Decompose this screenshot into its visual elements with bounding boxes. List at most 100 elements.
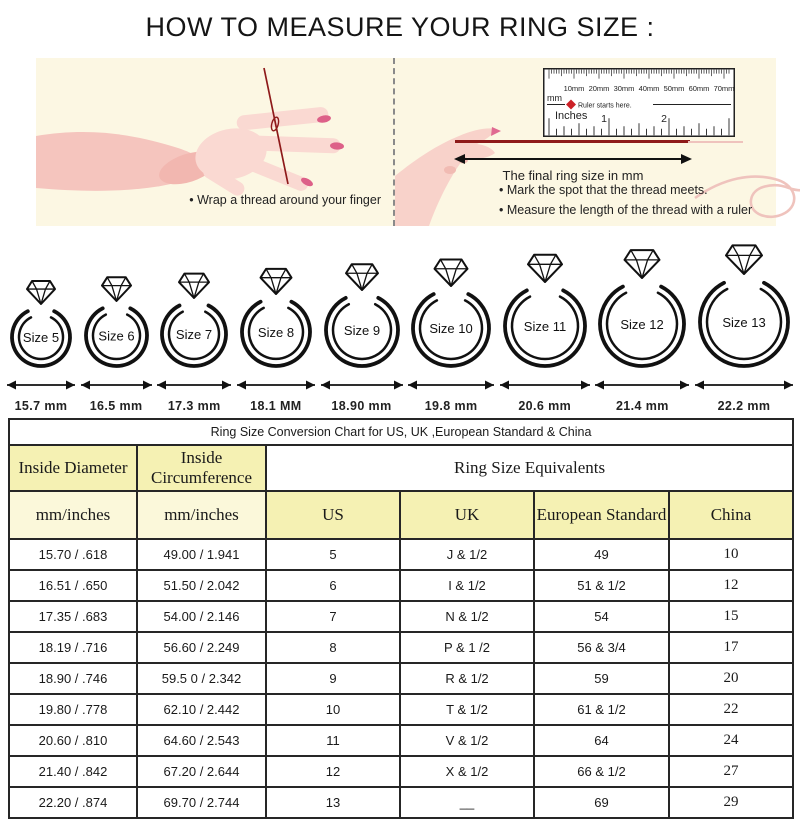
diamond-icon <box>526 253 563 283</box>
diamond-icon <box>178 272 211 299</box>
ring-size-9: Size 9 18.90 mm <box>319 244 405 413</box>
inch-number: 1 <box>601 113 607 125</box>
header-inside-diameter: Inside Diameter <box>8 444 138 492</box>
table-cell: 67.20 / 2.644 <box>136 755 267 788</box>
mm-tick-label: 30mm <box>614 84 635 93</box>
ring-size-13: Size 13 22.2 mm <box>693 244 795 413</box>
table-cell: 18.90 / .746 <box>8 662 138 695</box>
conversion-table: Ring Size Conversion Chart for US, UK ,E… <box>7 418 795 819</box>
table-cell: 11 <box>265 724 401 757</box>
table-cell: 21.40 / .842 <box>8 755 138 788</box>
ring-size-label: Size 9 <box>343 323 379 338</box>
header-ring-size-equivalents: Ring Size Equivalents <box>264 444 795 492</box>
table-cell: 69.70 / 2.744 <box>136 786 267 819</box>
measure-instructions: Mark the spot that the thread meets. Mea… <box>499 181 752 220</box>
ring-size-8: Size 8 18.1 MM <box>235 244 317 413</box>
diamond-icon <box>725 244 763 275</box>
table-cell: 69 <box>533 786 670 819</box>
table-cell: 20 <box>667 662 795 695</box>
header-uk: UK <box>399 490 535 540</box>
ring-size-5: Size 5 15.7 mm <box>5 244 77 413</box>
final-size-label: The final ring size in mm <box>502 168 644 183</box>
hand-with-thread-illustration <box>36 67 344 196</box>
mm-unit-label: mm <box>547 93 562 103</box>
ring-size-label: Size 8 <box>258 325 294 340</box>
ring-illustration: Size 11 <box>499 253 590 390</box>
mm-tick-label: 10mm <box>564 84 585 93</box>
table-cell: 51.50 / 2.042 <box>136 569 267 602</box>
table-cell: 10 <box>667 538 795 571</box>
table-cell: 24 <box>667 724 795 757</box>
ring-size-11: Size 11 20.6 mm <box>498 244 592 413</box>
table-cell: 15.70 / .618 <box>8 538 138 571</box>
table-cell: 17.35 / .683 <box>8 600 138 633</box>
table-row: 16.51 / .650 51.50 / 2.042 6 I & 1/2 51 & 1/… <box>8 569 795 602</box>
ring-illustration: Size 10 <box>408 258 495 390</box>
inches-label: Inches <box>555 110 588 122</box>
ring-diameter-label: 18.90 mm <box>331 399 392 413</box>
table-cell: 64 <box>533 724 670 757</box>
table-row: 22.20 / .874 69.70 / 2.744 13 __ 69 29 <box>8 786 795 819</box>
inch-number: 2 <box>661 113 667 125</box>
diamond-icon <box>433 258 469 287</box>
table-row: 18.90 / .746 59.5 0 / 2.342 9 R & 1/2 59 20 <box>8 662 795 695</box>
ring-illustration: Size 6 <box>80 276 152 390</box>
header-units-circumference: mm/inches <box>136 490 267 540</box>
header-units-diameter: mm/inches <box>8 490 138 540</box>
ruler-illustration: 10mm 20mm 30mm 40mm 50mm 60mm 70mm mm Ru… <box>543 68 735 137</box>
table-cell: 7 <box>265 600 401 633</box>
header-us: US <box>265 490 401 540</box>
ring-size-label: Size 5 <box>23 330 59 345</box>
table-cell: T & 1/2 <box>399 693 535 726</box>
ring-diameter-label: 15.7 mm <box>14 399 68 413</box>
ring-size-label: Size 7 <box>176 327 212 342</box>
ring-diameter-label: 19.8 mm <box>424 399 478 413</box>
measure-length-instruction: Measure the length of the thread with a … <box>499 201 752 220</box>
table-cell: X & 1/2 <box>399 755 535 788</box>
diamond-icon <box>259 267 293 295</box>
table-cell: 54 <box>533 600 670 633</box>
mm-tick-label: 70mm <box>714 84 735 93</box>
table-cell: 49.00 / 1.941 <box>136 538 267 571</box>
fingernail <box>491 127 501 136</box>
ring-size-7: Size 7 17.3 mm <box>155 244 233 413</box>
table-cell: 18.19 / .716 <box>8 631 138 664</box>
ring-size-label: Size 6 <box>98 329 134 344</box>
table-cell: 59 <box>533 662 670 695</box>
table-cell: I & 1/2 <box>399 569 535 602</box>
table-cell: 49 <box>533 538 670 571</box>
ring-diameter-label: 20.6 mm <box>518 399 572 413</box>
mm-tick-label: 50mm <box>664 84 685 93</box>
mm-tick-label: 40mm <box>639 84 660 93</box>
table-cell: 29 <box>667 786 795 819</box>
table-cell: 12 <box>265 755 401 788</box>
panel-measure-ruler: 10mm 20mm 30mm 40mm 50mm 60mm 70mm mm Ru… <box>395 58 800 226</box>
mm-tick-label: 60mm <box>689 84 710 93</box>
conversion-table-body: 15.70 / .618 49.00 / 1.941 5 J & 1/2 49 10 16.… <box>8 538 795 819</box>
table-cell: 13 <box>265 786 401 819</box>
thread-tail-icon <box>688 141 743 143</box>
wrap-thread-instruction: Wrap a thread around your finger <box>189 191 381 210</box>
table-cell: 19.80 / .778 <box>8 693 138 726</box>
pointing-hand-illustration <box>395 127 501 226</box>
table-cell: 5 <box>265 538 401 571</box>
ring-diameter-label: 17.3 mm <box>167 399 221 413</box>
ring-size-6: Size 6 16.5 mm <box>79 244 154 413</box>
panel-wrap-thread: Wrap a thread around your finger <box>36 58 395 226</box>
table-cell: 8 <box>265 631 401 664</box>
instruction-panels: Wrap a thread around your finger 10mm 20… <box>36 58 800 226</box>
ring-illustration: Size 5 <box>7 280 75 390</box>
ring-illustration: Size 12 <box>595 249 690 390</box>
ruler-start-marker-icon <box>566 99 576 110</box>
ring-illustration: Size 9 <box>320 263 403 390</box>
ring-size-10: Size 10 19.8 mm <box>406 244 496 413</box>
mark-spot-instruction: Mark the spot that the thread meets. <box>499 181 752 200</box>
ring-size-12: Size 12 21.4 mm <box>593 244 691 413</box>
diamond-icon <box>26 280 56 305</box>
ring-size-label: Size 10 <box>429 321 472 336</box>
table-cell: 66 & 1/2 <box>533 755 670 788</box>
fingernails <box>301 115 344 187</box>
table-cell: J & 1/2 <box>399 538 535 571</box>
final-size-arrow-icon <box>454 154 692 164</box>
table-row: 15.70 / .618 49.00 / 1.941 5 J & 1/2 49 10 <box>8 538 795 571</box>
